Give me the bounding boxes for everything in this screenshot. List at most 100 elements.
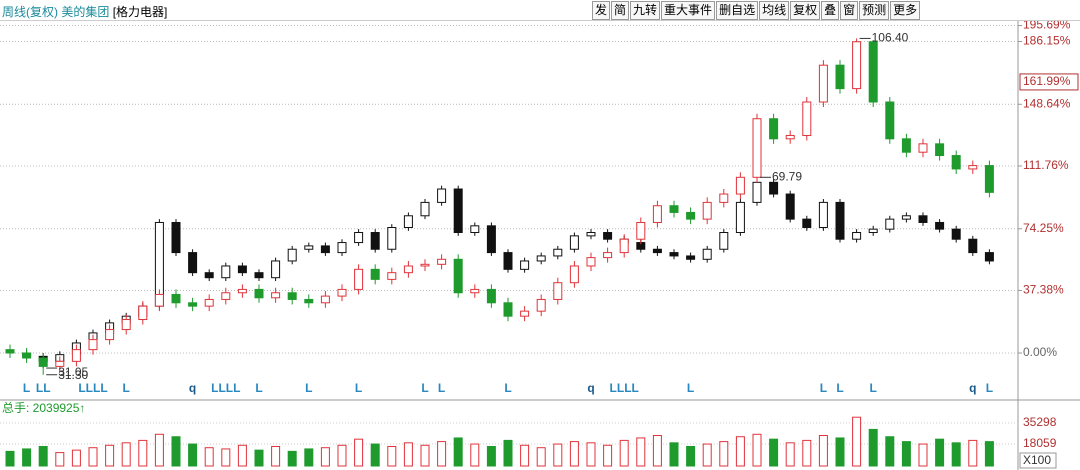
volume-bar — [503, 439, 513, 467]
candle-body — [420, 263, 430, 267]
volume-bar — [486, 445, 496, 467]
toolbar-button[interactable]: 复权 — [790, 1, 821, 20]
toolbar-button[interactable]: 发 — [592, 1, 611, 20]
candle-body — [254, 272, 264, 279]
volume-bar — [752, 433, 762, 467]
volume-bar — [121, 442, 131, 467]
volume-bar — [154, 433, 164, 467]
toolbar-button[interactable]: 九转 — [630, 1, 661, 20]
volume-bar — [536, 447, 546, 467]
volume-bar — [171, 436, 181, 467]
candle-body — [370, 268, 380, 280]
candle-body — [403, 215, 413, 228]
candle-body — [387, 272, 397, 280]
candle-body — [88, 339, 98, 351]
candle-body — [852, 232, 862, 240]
candle-body — [586, 257, 596, 267]
candle-body — [553, 282, 563, 300]
volume-bar — [702, 443, 712, 467]
candle-body — [470, 225, 480, 234]
volume-bar — [420, 444, 430, 467]
volume-bar — [885, 436, 895, 467]
volume-bar — [354, 438, 364, 467]
volume-bar — [237, 444, 247, 467]
overlay-stock: [格力电器] — [112, 5, 168, 19]
candle-body — [569, 235, 579, 250]
volume-bar — [569, 441, 579, 467]
volume-bar — [320, 447, 330, 467]
volume-bar — [868, 428, 878, 467]
volume-bar — [38, 445, 48, 467]
toolbar-button[interactable]: 重大事件 — [661, 1, 716, 20]
volume-bar — [586, 442, 596, 467]
candle-body — [885, 101, 895, 140]
volume-bar — [835, 437, 845, 467]
candle-body — [453, 258, 463, 294]
volume-bar — [603, 444, 613, 467]
toolbar-button[interactable]: 均线 — [759, 1, 790, 20]
candle-body — [520, 260, 530, 270]
candle-body — [785, 134, 795, 140]
volume-bar — [138, 439, 148, 467]
y-tick-label: 74.25% — [1023, 221, 1064, 235]
candle-body — [387, 226, 397, 250]
candle-body — [437, 188, 447, 203]
candle-body — [370, 232, 380, 250]
volume-bar — [520, 444, 530, 467]
y-tick-label: 37.38% — [1023, 283, 1064, 297]
candle-body — [520, 310, 530, 317]
candle-body — [852, 41, 862, 90]
toolbar-button[interactable]: 删自选 — [716, 1, 759, 20]
candle-body — [536, 298, 546, 312]
volume-bar — [769, 438, 779, 467]
toolbar-button[interactable]: 窗 — [840, 1, 859, 20]
event-marker: L — [421, 381, 428, 395]
volume-bar — [619, 439, 629, 467]
candle-body — [188, 252, 198, 274]
volume-bar — [453, 437, 463, 467]
volume-bar — [935, 438, 945, 467]
volume-bar — [818, 435, 828, 467]
candle-body — [935, 221, 945, 230]
toolbar-button[interactable]: 简 — [611, 1, 630, 20]
candle-body — [984, 165, 994, 193]
volume-bar — [304, 448, 314, 467]
candle-body — [652, 205, 662, 223]
candle-body — [354, 268, 364, 290]
toolbar-button[interactable]: 叠 — [821, 1, 840, 20]
toolbar-button[interactable]: 更多 — [890, 1, 921, 20]
current-label-box — [1019, 73, 1079, 91]
volume-bar — [188, 443, 198, 467]
candle-body — [984, 252, 994, 262]
volume-bar — [5, 450, 15, 467]
candle-body — [603, 252, 613, 259]
event-marker: L — [255, 381, 262, 395]
candle-body — [71, 349, 81, 362]
candle-body — [968, 165, 978, 170]
volume-bar — [254, 449, 264, 467]
event-marker: L — [504, 381, 511, 395]
candle-body — [237, 265, 247, 274]
event-marker: L — [986, 381, 993, 395]
candle-body — [38, 357, 48, 367]
candle-body — [818, 64, 828, 103]
candle-body — [735, 201, 745, 234]
candle-body — [437, 258, 447, 265]
candle-body — [337, 288, 347, 297]
candle-body — [569, 265, 579, 284]
candle-body — [802, 101, 812, 136]
candle-body — [503, 252, 513, 270]
annotation: 106.40 — [872, 31, 909, 45]
candle-body — [105, 329, 115, 341]
candle-body — [868, 228, 878, 234]
toolbar-button[interactable]: 预测 — [859, 1, 890, 20]
candle-body — [719, 232, 729, 250]
event-marker: L — [123, 381, 130, 395]
header: 周线(复权) 美的集团 [格力电器] — [2, 3, 167, 20]
candle-body — [686, 211, 696, 220]
candle-body — [254, 288, 264, 299]
candle-body — [121, 319, 131, 331]
event-marker: q — [587, 381, 594, 395]
candle-body — [138, 305, 148, 321]
